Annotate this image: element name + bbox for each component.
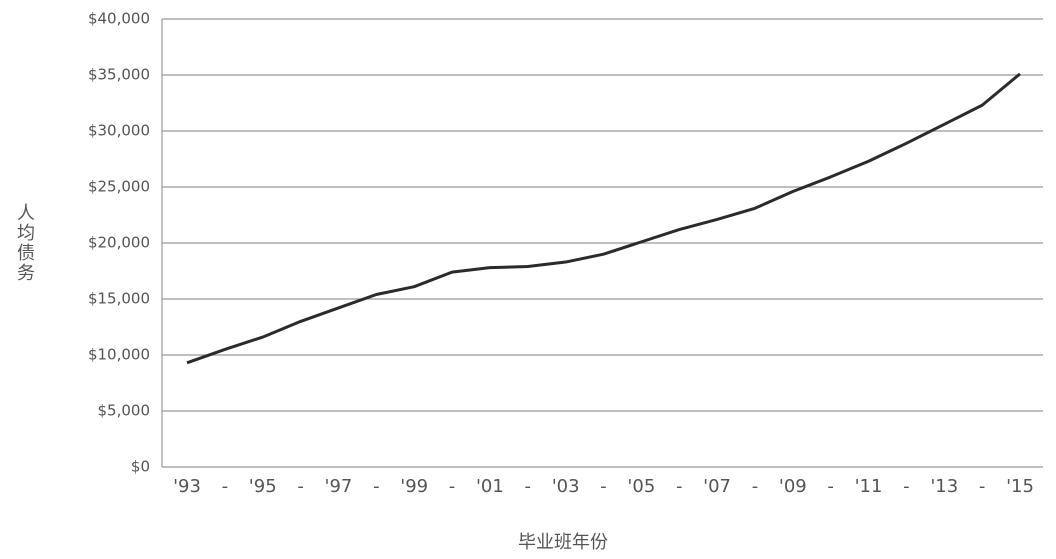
x-tick-label: - — [600, 476, 607, 497]
x-tick-label: - — [903, 476, 910, 497]
y-tick-label: $0 — [131, 458, 150, 476]
x-tick-label: '09 — [779, 476, 807, 497]
y-tick-label: $5,000 — [98, 402, 151, 420]
x-axis-label: 毕业班年份 — [518, 532, 608, 553]
x-tick-label: '07 — [703, 476, 731, 497]
x-tick-label: - — [676, 476, 683, 497]
x-tick-label: '95 — [249, 476, 277, 497]
x-tick-label: '93 — [173, 476, 201, 497]
y-tick-label: $30,000 — [88, 122, 150, 140]
x-tick-label: - — [525, 476, 532, 497]
x-tick-label: '03 — [552, 476, 580, 497]
x-tick-label: '11 — [855, 476, 883, 497]
y-axis-label: 人均债务 — [14, 203, 35, 283]
x-tick-label: '97 — [325, 476, 353, 497]
x-tick-label: - — [449, 476, 456, 497]
x-tick-label: '05 — [627, 476, 655, 497]
x-tick-label: - — [297, 476, 304, 497]
x-tick-label: - — [373, 476, 380, 497]
y-tick-label: $10,000 — [88, 346, 150, 364]
y-tick-label: $15,000 — [88, 290, 150, 308]
y-tick-label: $35,000 — [88, 66, 150, 84]
x-tick-label: - — [752, 476, 759, 497]
x-tick-label: '15 — [1006, 476, 1034, 497]
y-tick-label: $40,000 — [88, 10, 150, 28]
line-series — [186, 72, 1021, 365]
x-tick-label: '99 — [400, 476, 428, 497]
y-tick-label: $25,000 — [88, 178, 150, 196]
x-tick-label: '01 — [476, 476, 504, 497]
x-tick-label: '13 — [930, 476, 958, 497]
x-tick-label: - — [979, 476, 986, 497]
y-tick-label: $20,000 — [88, 234, 150, 252]
x-tick-label: - — [222, 476, 229, 497]
x-tick-label: - — [827, 476, 834, 497]
